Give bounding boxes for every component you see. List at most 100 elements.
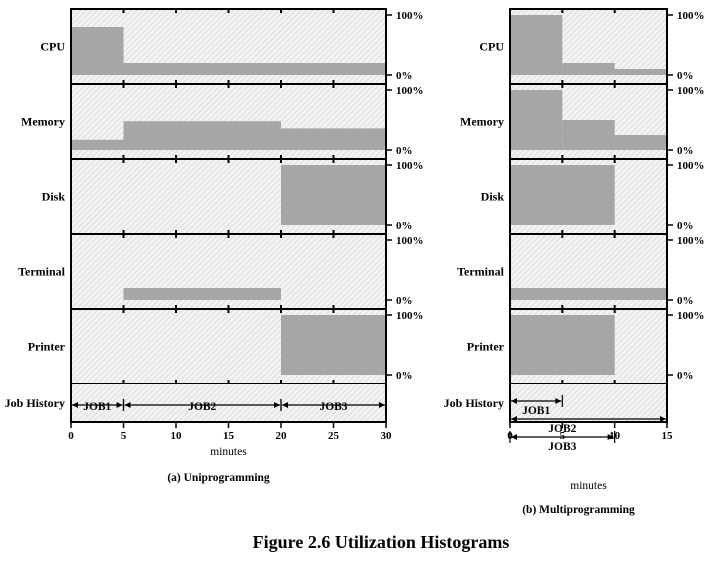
arrowhead-left-icon bbox=[72, 402, 78, 408]
figure-title: Figure 2.6 Utilization Histograms bbox=[253, 532, 510, 552]
arrowhead-right-icon bbox=[116, 402, 123, 408]
bar-disk-0-10 bbox=[510, 165, 615, 225]
row-cpu: CPU 100% 0% bbox=[40, 9, 424, 84]
bar-memory-0-5 bbox=[71, 139, 124, 150]
row-label-printer: Printer bbox=[28, 340, 66, 354]
arrowhead-left-icon bbox=[124, 402, 131, 408]
arrowhead-left-icon bbox=[511, 416, 517, 422]
job-label-job3: JOB3 bbox=[548, 441, 576, 453]
row-label-terminal: Terminal bbox=[457, 265, 505, 279]
bar-terminal-5-20 bbox=[123, 288, 281, 300]
job-job2: JOB2 bbox=[122, 399, 282, 413]
y-tick-label-100: 100% bbox=[396, 235, 424, 247]
job-label-job2: JOB2 bbox=[188, 401, 216, 413]
bar-memory-0-5 bbox=[510, 90, 563, 150]
y-tick-label-100: 100% bbox=[677, 235, 705, 247]
row-label-memory: Memory bbox=[460, 115, 504, 129]
row-label-memory: Memory bbox=[21, 115, 65, 129]
y-tick-label-0: 0% bbox=[677, 370, 694, 382]
y-tick-label-100: 100% bbox=[677, 85, 705, 97]
y-tick-label-100: 100% bbox=[396, 85, 424, 97]
y-tick-label-100: 100% bbox=[677, 10, 705, 22]
x-tick-label-25: 25 bbox=[328, 430, 340, 442]
row-disk: Disk 100% 0% bbox=[42, 159, 424, 234]
x-axis-title: minutes bbox=[570, 480, 607, 492]
y-tick-label-0: 0% bbox=[677, 145, 694, 157]
row-label-printer: Printer bbox=[467, 340, 505, 354]
arrowhead-right-icon bbox=[555, 398, 562, 404]
x-tick-label-15: 15 bbox=[662, 430, 674, 442]
x-tick-label-10: 10 bbox=[171, 430, 183, 442]
panel-caption: (a) Uniprogramming bbox=[167, 472, 270, 484]
y-tick-label-0: 0% bbox=[677, 295, 694, 307]
row-disk: Disk 100% 0% bbox=[481, 159, 705, 234]
bar-cpu-5-30 bbox=[123, 63, 386, 75]
y-tick-label-100: 100% bbox=[396, 10, 424, 22]
bar-printer-0-10 bbox=[510, 315, 615, 375]
x-tick-label-5: 5 bbox=[560, 430, 566, 442]
arrowhead-right-icon bbox=[274, 402, 280, 408]
row-label-terminal: Terminal bbox=[18, 265, 66, 279]
y-tick-label-0: 0% bbox=[396, 295, 413, 307]
row-label-cpu: CPU bbox=[479, 40, 504, 54]
y-tick-label-100: 100% bbox=[396, 160, 424, 172]
bar-printer-20-30 bbox=[281, 315, 386, 375]
x-tick-label-5: 5 bbox=[121, 430, 127, 442]
y-tick-label-100: 100% bbox=[677, 160, 705, 172]
bar-memory-10-15 bbox=[614, 135, 667, 150]
row-memory: Memory 100% 0% bbox=[460, 84, 705, 159]
bar-cpu-0-5 bbox=[510, 15, 563, 75]
job-label-job3: JOB3 bbox=[319, 401, 347, 413]
job-history-label: Job History bbox=[444, 396, 504, 410]
bar-cpu-0-5 bbox=[71, 27, 124, 75]
x-tick-label-10: 10 bbox=[609, 430, 621, 442]
arrowhead-left-icon bbox=[282, 402, 288, 408]
bar-disk-20-30 bbox=[281, 165, 386, 225]
y-tick-label-100: 100% bbox=[396, 310, 424, 322]
x-tick-label-0: 0 bbox=[507, 430, 513, 442]
x-tick-label-30: 30 bbox=[381, 430, 393, 442]
arrowhead-right-icon bbox=[379, 402, 385, 408]
x-tick-label-0: 0 bbox=[68, 430, 74, 442]
y-tick-label-0: 0% bbox=[396, 220, 413, 232]
bar-memory-5-20 bbox=[123, 121, 281, 150]
row-label-disk: Disk bbox=[481, 190, 505, 204]
bar-memory-20-30 bbox=[281, 128, 386, 150]
bar-memory-5-10 bbox=[562, 120, 615, 150]
job-label-job2: JOB2 bbox=[548, 423, 576, 435]
row-label-disk: Disk bbox=[42, 190, 66, 204]
bar-cpu-10-15 bbox=[614, 69, 667, 75]
row-label-cpu: CPU bbox=[40, 40, 65, 54]
x-axis-title: minutes bbox=[210, 446, 247, 458]
panel-caption: (b) Multiprogramming bbox=[522, 504, 635, 516]
y-tick-label-0: 0% bbox=[396, 145, 413, 157]
job-history: Job History JOB1 JOB2 JOB3 bbox=[444, 384, 668, 453]
arrowhead-left-icon bbox=[511, 434, 517, 440]
row-printer: Printer 100% 0% bbox=[28, 309, 424, 384]
arrowhead-left-icon bbox=[511, 398, 517, 404]
x-tick-label-20: 20 bbox=[276, 430, 288, 442]
y-tick-label-0: 0% bbox=[396, 370, 413, 382]
job-history: Job History JOB1 JOB2 JOB3 bbox=[5, 384, 387, 422]
y-tick-label-0: 0% bbox=[677, 220, 694, 232]
row-terminal: Terminal 100% 0% bbox=[18, 234, 424, 309]
row-printer: Printer 100% 0% bbox=[467, 309, 705, 384]
job-job3: JOB3 bbox=[509, 431, 616, 453]
job-label-job1: JOB1 bbox=[522, 405, 550, 417]
job-history-background bbox=[510, 384, 667, 422]
job-label-job1: JOB1 bbox=[83, 401, 111, 413]
row-cpu: CPU 100% 0% bbox=[479, 9, 705, 84]
y-tick-label-0: 0% bbox=[677, 70, 694, 82]
arrowhead-right-icon bbox=[607, 434, 614, 440]
uniprogramming-panel: CPU100%0%Memory100%0%Disk100%0%Terminal1… bbox=[5, 8, 424, 484]
x-tick-label-15: 15 bbox=[223, 430, 235, 442]
y-tick-label-100: 100% bbox=[677, 310, 705, 322]
multiprogramming-panel: CPU100%0%Memory100%0%Disk100%0%Terminal1… bbox=[444, 8, 705, 516]
arrowhead-right-icon bbox=[660, 416, 666, 422]
panel-frame bbox=[509, 8, 668, 423]
y-tick-label-0: 0% bbox=[396, 70, 413, 82]
bar-terminal-0-15 bbox=[510, 288, 667, 300]
job-history-label: Job History bbox=[5, 396, 65, 410]
row-memory: Memory 100% 0% bbox=[21, 84, 424, 159]
